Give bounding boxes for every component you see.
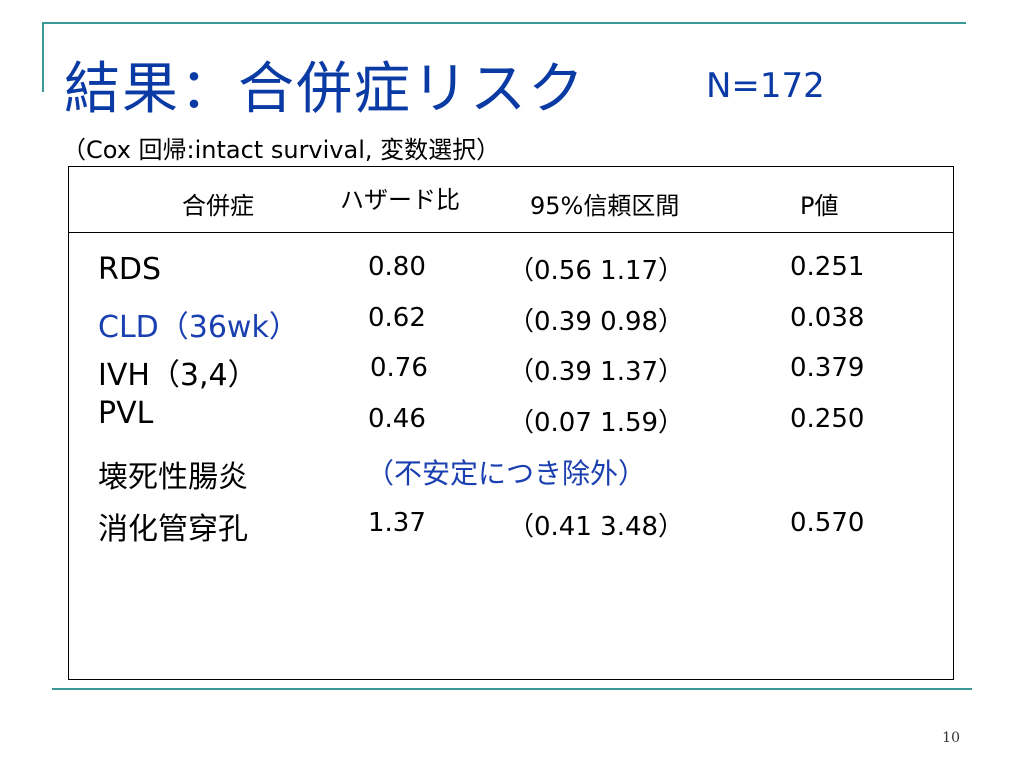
hr-rds: 0.80	[368, 252, 426, 282]
row-label-nec: 壊死性腸炎	[98, 460, 248, 495]
header-hazard-ratio: ハザード比	[340, 186, 460, 214]
p-rds: 0.251	[790, 252, 865, 282]
frame-bottom-line	[52, 688, 972, 690]
table-header-rule	[68, 232, 954, 233]
ci-pvl: （0.07 1.59）	[508, 408, 685, 438]
ci-gi-perforation: （0.41 3.48）	[508, 512, 685, 542]
nec-excluded-note: （不安定につき除外）	[366, 457, 647, 490]
ci-rds: （0.56 1.17）	[508, 256, 685, 286]
hr-pvl: 0.46	[368, 404, 426, 434]
ci-cld: （0.39 0.98）	[508, 307, 685, 337]
row-label-rds: RDS	[98, 252, 161, 287]
row-label-cld: CLD（36wk）	[98, 310, 299, 345]
row-label-pvl: PVL	[98, 396, 154, 431]
p-gi-perforation: 0.570	[790, 508, 865, 538]
slide-subtitle: （Cox 回帰:intact survival, 変数選択）	[62, 136, 501, 164]
frame-left-line	[42, 22, 44, 92]
hr-cld: 0.62	[368, 303, 426, 333]
ci-ivh: （0.39 1.37）	[508, 357, 685, 387]
row-label-gi-perforation: 消化管穿孔	[98, 512, 248, 547]
page-number: 10	[942, 730, 960, 746]
sample-size: N=172	[706, 66, 825, 106]
header-p-value: P値	[800, 192, 839, 220]
p-cld: 0.038	[790, 303, 865, 333]
header-complication: 合併症	[182, 192, 254, 220]
p-pvl: 0.250	[790, 404, 865, 434]
frame-top-line	[42, 22, 966, 24]
results-table	[68, 166, 954, 680]
row-label-ivh: IVH（3,4）	[98, 358, 258, 393]
p-ivh: 0.379	[790, 353, 865, 383]
hr-gi-perforation: 1.37	[368, 508, 426, 538]
header-ci: 95%信頼区間	[530, 192, 680, 220]
hr-ivh: 0.76	[370, 353, 428, 383]
slide-title: 結果：合併症リスク	[64, 57, 586, 122]
